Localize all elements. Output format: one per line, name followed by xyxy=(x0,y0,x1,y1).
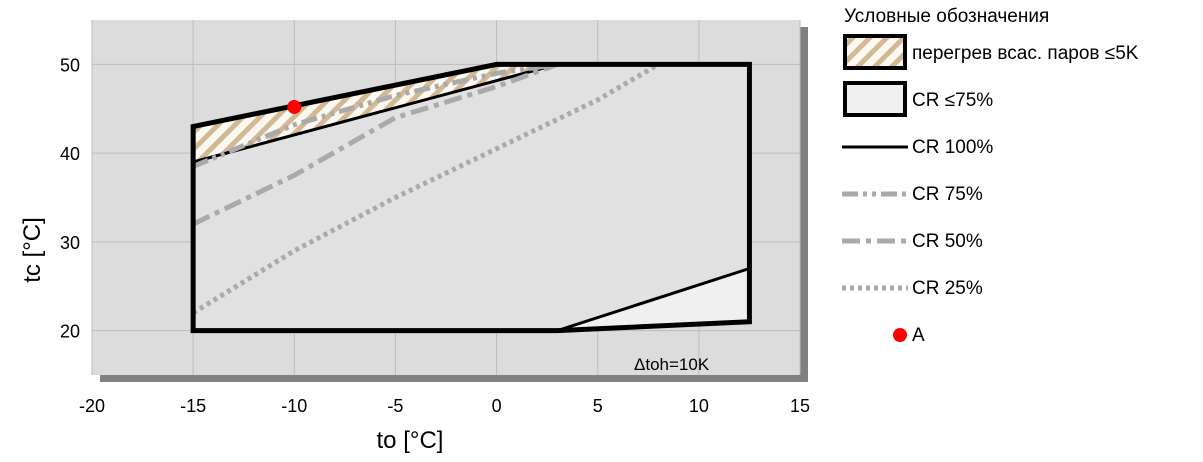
legend-label-superheat: перегрев всас. паров ≤5K xyxy=(912,43,1139,64)
legend-swatch-cr25 xyxy=(842,285,908,291)
x-tick-label: -15 xyxy=(180,396,206,416)
legend-item-pointA: A xyxy=(840,312,1200,359)
legend-swatch-superheat xyxy=(843,34,907,70)
envelope-fill xyxy=(193,64,750,331)
superheat-boundary xyxy=(192,62,558,164)
y-tick-label: 30 xyxy=(60,233,80,253)
point-a xyxy=(287,99,302,114)
zones xyxy=(192,62,751,333)
series-lines xyxy=(191,61,660,316)
y-tick-label: 20 xyxy=(60,322,80,342)
y-axis-label: tc [°C] xyxy=(19,217,46,283)
chart: -20 -15 -10 -5 0 5 10 15 20 30 40 50 to [°C] tc [°C… xyxy=(19,20,810,454)
envelope-outline xyxy=(190,61,752,334)
x-tick-label: -5 xyxy=(387,396,403,416)
legend-label-cr25: CR 25% xyxy=(912,278,983,299)
legend-item-cr100: CR 100% xyxy=(840,124,1200,171)
y-tick-label: 50 xyxy=(60,55,80,75)
x-tick-label: 5 xyxy=(593,396,603,416)
legend-swatch-cr100 xyxy=(842,145,908,149)
legend-item-cr25: CR 25% xyxy=(840,265,1200,312)
x-tick-label: 15 xyxy=(790,396,810,416)
x-axis-label: to [°C] xyxy=(377,427,444,454)
legend: Условные обозначения перегрев всас. паро… xyxy=(840,4,1200,359)
legend-swatch-pointA xyxy=(893,328,907,342)
envelope xyxy=(190,61,752,334)
legend-title: Условные обозначения xyxy=(844,6,1050,27)
legend-item-cr75zone: CR ≤75% xyxy=(840,77,1200,124)
legend-label-cr75: CR 75% xyxy=(912,184,983,205)
legend-label-cr100: CR 100% xyxy=(912,137,994,158)
legend-item-superheat: перегрев всас. паров ≤5K xyxy=(840,30,1200,77)
series-line-cr75 xyxy=(192,61,558,169)
x-tick-label: -10 xyxy=(281,396,307,416)
legend-item-cr75: CR 75% xyxy=(840,171,1200,218)
x-tick-label: 10 xyxy=(689,396,709,416)
x-tick-label: -20 xyxy=(79,396,105,416)
legend-swatch-cr50 xyxy=(842,238,908,244)
legend-swatch-cr75zone xyxy=(843,81,907,117)
legend-label-pointA: A xyxy=(912,325,925,346)
legend-label-cr50: CR 50% xyxy=(912,231,983,252)
legend-item-cr50: CR 50% xyxy=(840,218,1200,265)
series-line-cr25 xyxy=(191,62,660,316)
legend-swatch-cr75 xyxy=(842,191,908,197)
y-tick-label: 40 xyxy=(60,144,80,164)
points xyxy=(287,99,302,114)
series-line-cr50 xyxy=(192,62,559,227)
x-tick-label: 0 xyxy=(492,396,502,416)
legend-label-cr75zone: CR ≤75% xyxy=(912,90,994,111)
annotation-delta-toh: Δtoh=10K xyxy=(634,355,710,374)
tick-labels: -20 -15 -10 -5 0 5 10 15 20 30 40 50 xyxy=(60,55,810,416)
